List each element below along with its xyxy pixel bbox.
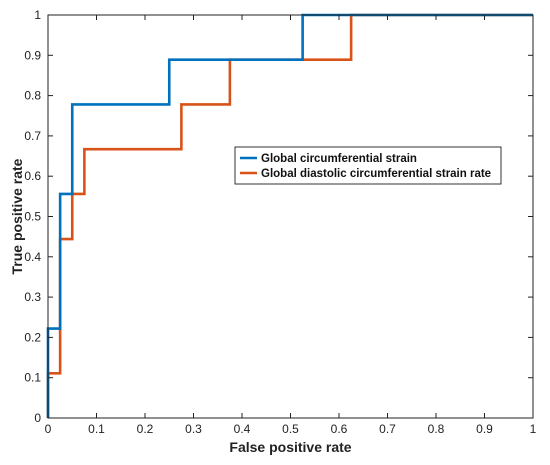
- y-tick-label: 0.1: [24, 371, 41, 385]
- y-tick-label: 0.5: [24, 210, 41, 224]
- legend-box: [234, 146, 502, 185]
- y-axis-label: True positive rate: [9, 158, 25, 274]
- x-tick-label: 0: [45, 422, 52, 436]
- x-tick-label: 0.1: [88, 422, 105, 436]
- y-tick-label: 0: [34, 411, 41, 425]
- x-tick-label: 0.3: [185, 422, 202, 436]
- y-tick-label: 0.8: [24, 89, 41, 103]
- y-tick-label: 0.6: [24, 169, 41, 183]
- legend: Global circumferential strain Global dia…: [234, 146, 502, 185]
- x-tick-label: 0.5: [282, 422, 299, 436]
- x-tick-label: 1: [530, 422, 537, 436]
- series-line-global-diastolic-circumferential-strain-rate: [46, 13, 533, 418]
- y-tick-label: 0.4: [24, 250, 41, 264]
- x-tick-label: 0.9: [476, 422, 493, 436]
- series-layer: [46, 13, 533, 418]
- y-tick-label: 1: [34, 8, 41, 22]
- legend-label-global-circumferential-strain: Global circumferential strain: [261, 153, 417, 165]
- legend-label-global-diastolic-circumferential-strain-rate: Global diastolic circumferential strain …: [261, 168, 491, 180]
- x-tick-label: 0.6: [331, 422, 348, 436]
- x-tick-label: 0.7: [379, 422, 396, 436]
- y-tick-label: 0.3: [24, 290, 41, 304]
- x-tick-label: 0.2: [137, 422, 154, 436]
- series-line-global-circumferential-strain: [46, 13, 533, 418]
- y-tick-label: 0.7: [24, 129, 41, 143]
- axes-box: [47, 14, 534, 419]
- ticks-layer: 0 0.1 0.2 0.3 0.4 0.5 0.6 0.7 0.8 0.9 1 0 0.1 0.2 0.3 0…: [24, 8, 536, 436]
- x-tick-label: 0.8: [428, 422, 445, 436]
- y-tick-label: 0.9: [24, 48, 41, 62]
- y-tick-label: 0.2: [24, 330, 41, 344]
- x-axis-label: False positive rate: [229, 439, 351, 455]
- x-tick-label: 0.4: [234, 422, 251, 436]
